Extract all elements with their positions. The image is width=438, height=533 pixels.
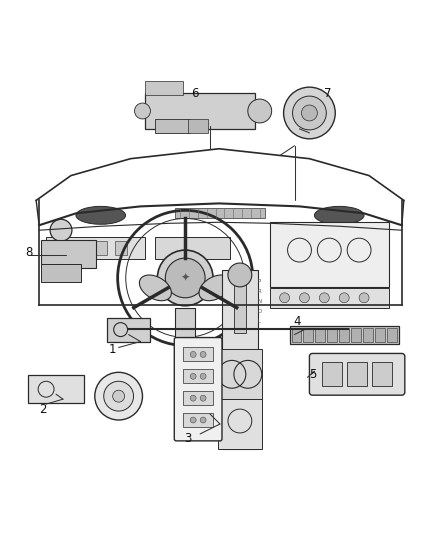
Bar (175, 308, 195, 352)
Bar (155, 119, 190, 133)
Circle shape (134, 103, 150, 119)
Circle shape (248, 99, 272, 123)
Bar (218, 399, 262, 449)
Bar (292, 328, 301, 342)
Bar (145, 93, 255, 129)
Circle shape (157, 250, 213, 306)
Bar (55, 241, 67, 255)
Bar (183, 413, 213, 427)
Bar (145, 81, 183, 95)
Bar (270, 222, 389, 287)
Circle shape (50, 219, 72, 241)
Bar (372, 362, 392, 386)
Circle shape (190, 351, 196, 358)
Bar (218, 350, 262, 399)
Text: ✦: ✦ (180, 273, 190, 283)
Bar (270, 288, 389, 308)
Ellipse shape (314, 206, 364, 224)
Circle shape (359, 293, 369, 303)
Ellipse shape (199, 275, 231, 301)
Bar (327, 328, 337, 342)
Bar (115, 241, 127, 255)
Circle shape (200, 395, 206, 401)
Circle shape (190, 417, 196, 423)
FancyBboxPatch shape (309, 353, 405, 395)
Bar (155, 237, 230, 259)
Circle shape (339, 293, 349, 303)
Text: 7: 7 (324, 86, 331, 100)
Bar (315, 328, 325, 342)
Bar (183, 369, 213, 383)
Bar (28, 375, 84, 403)
Bar (188, 119, 208, 133)
Bar (183, 391, 213, 405)
Bar (351, 328, 361, 342)
Circle shape (293, 96, 326, 130)
Text: D: D (258, 309, 262, 314)
Text: 6: 6 (191, 86, 199, 100)
Bar (222, 270, 258, 449)
Text: N: N (258, 299, 262, 304)
Circle shape (113, 390, 124, 402)
Ellipse shape (139, 275, 171, 301)
Circle shape (165, 258, 205, 298)
Bar (322, 362, 342, 386)
Circle shape (200, 351, 206, 358)
Bar (363, 328, 373, 342)
Text: 2: 2 (39, 402, 47, 416)
Text: P: P (258, 279, 261, 285)
Circle shape (300, 293, 309, 303)
FancyBboxPatch shape (174, 337, 222, 441)
Bar (46, 237, 145, 259)
Bar (41, 264, 81, 282)
Text: 1: 1 (109, 343, 117, 356)
Circle shape (228, 263, 252, 287)
Bar (347, 362, 367, 386)
Text: 4: 4 (294, 315, 301, 328)
Circle shape (95, 373, 142, 420)
Circle shape (190, 373, 196, 379)
Bar (95, 241, 107, 255)
Bar (41, 240, 96, 268)
Bar (175, 208, 265, 219)
Circle shape (190, 395, 196, 401)
Text: L: L (258, 319, 261, 324)
Bar (183, 348, 213, 361)
Bar (290, 326, 399, 343)
Text: R: R (258, 289, 261, 294)
Circle shape (104, 381, 134, 411)
Circle shape (319, 293, 329, 303)
Bar (304, 328, 314, 342)
Bar (387, 328, 397, 342)
Ellipse shape (76, 206, 126, 224)
Bar (375, 328, 385, 342)
Bar (339, 328, 349, 342)
Circle shape (200, 417, 206, 423)
Bar (75, 241, 87, 255)
Text: 8: 8 (25, 246, 33, 259)
Text: 3: 3 (184, 432, 192, 446)
Circle shape (283, 87, 335, 139)
Bar (107, 318, 150, 342)
Bar (234, 278, 246, 333)
Circle shape (200, 373, 206, 379)
Circle shape (301, 105, 318, 121)
Text: 5: 5 (309, 368, 316, 381)
Circle shape (279, 293, 290, 303)
